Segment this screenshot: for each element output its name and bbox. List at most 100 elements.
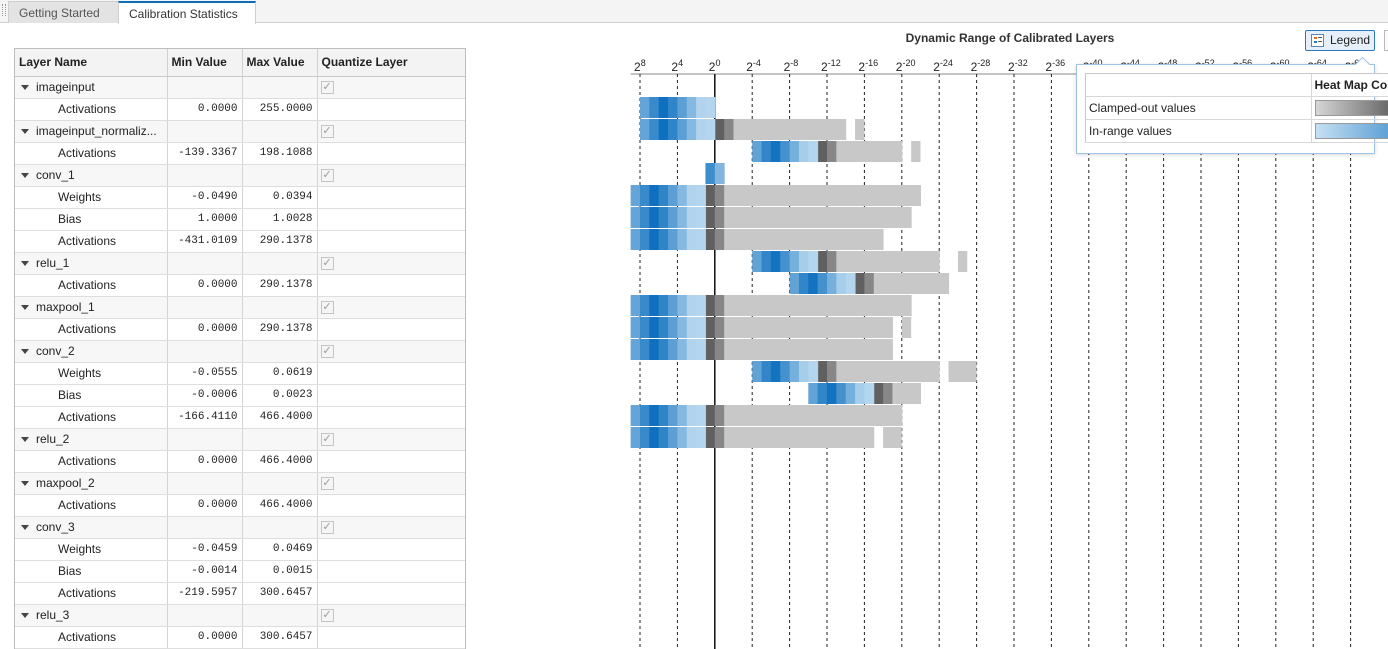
table-row-stat[interactable]: Activations -431.0109 290.1378 bbox=[15, 230, 465, 253]
inrange-cell bbox=[752, 141, 763, 162]
table-row-layer[interactable]: imageinput ✓ bbox=[15, 76, 465, 99]
table-row-stat[interactable]: Activations -166.4110 466.4000 bbox=[15, 406, 465, 429]
legend-button-label: Legend bbox=[1330, 33, 1371, 47]
quantize-checkbox[interactable]: ✓ bbox=[320, 81, 334, 95]
quantize-cell: ✓ bbox=[317, 120, 465, 143]
table-row-layer[interactable]: maxpool_1 ✓ bbox=[15, 296, 465, 319]
inrange-cell bbox=[686, 317, 697, 338]
stat-name-cell: Weights bbox=[15, 186, 168, 209]
inrange-cell bbox=[686, 229, 697, 250]
column-header-max-value[interactable]: Max Value bbox=[242, 49, 318, 77]
table-row-stat[interactable]: Activations -219.5957 300.6457 bbox=[15, 582, 465, 605]
table-row-stat[interactable]: Activations 0.0000 290.1378 bbox=[15, 318, 465, 341]
quantize-checkbox[interactable]: ✓ bbox=[320, 521, 334, 535]
clamped-cell bbox=[798, 405, 809, 426]
table-row-layer[interactable]: maxpool_2 ✓ bbox=[15, 472, 465, 495]
column-header-layer-name[interactable]: Layer Name bbox=[15, 49, 168, 77]
collapse-chevron-icon[interactable] bbox=[21, 613, 29, 619]
min-value-cell: 0.0000 bbox=[167, 626, 243, 649]
clamped-cell bbox=[780, 317, 791, 338]
inrange-cell bbox=[658, 339, 669, 360]
collapse-chevron-icon[interactable] bbox=[21, 173, 29, 179]
clamped-cell bbox=[742, 405, 753, 426]
clamped-cell bbox=[836, 295, 847, 316]
clamped-cell bbox=[780, 119, 791, 140]
column-header-min-value[interactable]: Min Value bbox=[167, 49, 243, 77]
table-row-stat[interactable]: Weights -0.0490 0.0394 bbox=[15, 186, 465, 209]
quantize-cell bbox=[317, 142, 465, 165]
column-header-quantize-layer[interactable]: Quantize Layer bbox=[317, 49, 465, 77]
quantize-checkbox[interactable]: ✓ bbox=[320, 257, 334, 271]
clamped-cell bbox=[827, 185, 837, 206]
clamped-cell bbox=[855, 361, 865, 382]
collapse-chevron-icon[interactable] bbox=[21, 525, 29, 531]
clamped-cell bbox=[724, 295, 734, 316]
collapse-chevron-icon[interactable] bbox=[21, 261, 29, 267]
inrange-cell bbox=[640, 405, 650, 426]
max-value-cell: 255.0000 bbox=[242, 98, 318, 121]
legend-button[interactable]: Legend bbox=[1305, 30, 1375, 51]
table-row-stat[interactable]: Activations 0.0000 290.1378 bbox=[15, 274, 465, 297]
clamped-cell-extra bbox=[948, 361, 977, 382]
table-row-stat[interactable]: Activations 0.0000 466.4000 bbox=[15, 494, 465, 517]
collapse-chevron-icon[interactable] bbox=[21, 481, 29, 487]
table-row-stat[interactable]: Weights -0.0555 0.0619 bbox=[15, 362, 465, 385]
collapse-chevron-icon[interactable] bbox=[21, 305, 29, 311]
table-row-layer[interactable]: relu_3 ✓ bbox=[15, 604, 465, 627]
tab-getting-started[interactable]: Getting Started bbox=[8, 1, 119, 23]
clamped-cell bbox=[752, 229, 763, 250]
quantize-checkbox[interactable]: ✓ bbox=[320, 345, 334, 359]
min-value-cell bbox=[167, 120, 243, 143]
table-row-stat[interactable]: Activations -139.3367 198.1088 bbox=[15, 142, 465, 165]
inrange-cell bbox=[817, 273, 828, 294]
clamped-cell bbox=[770, 119, 781, 140]
table-row-layer[interactable]: relu_2 ✓ bbox=[15, 428, 465, 451]
clamped-cell bbox=[705, 405, 716, 426]
clamped-cell bbox=[789, 339, 800, 360]
collapse-chevron-icon[interactable] bbox=[21, 437, 29, 443]
clamped-cell bbox=[733, 317, 744, 338]
tick-label: 2-24 bbox=[933, 58, 953, 74]
inrange-cell bbox=[677, 295, 688, 316]
table-row-stat[interactable]: Activations 0.0000 466.4000 bbox=[15, 450, 465, 473]
clamped-cell bbox=[873, 383, 884, 404]
table-row-stat[interactable]: Activations 0.0000 300.6457 bbox=[15, 626, 465, 649]
inrange-cell bbox=[649, 97, 660, 118]
table-row-stat[interactable]: Weights -0.0459 0.0469 bbox=[15, 538, 465, 561]
clamped-cell bbox=[892, 207, 903, 228]
inrange-cell bbox=[789, 251, 800, 272]
table-row-layer[interactable]: conv_2 ✓ bbox=[15, 340, 465, 363]
table-row-layer[interactable]: imageinput_normaliz... ✓ bbox=[15, 120, 465, 143]
max-value-cell bbox=[242, 76, 318, 99]
table-row-stat[interactable]: Activations 0.0000 255.0000 bbox=[15, 98, 465, 121]
max-value-cell: 0.0469 bbox=[242, 538, 318, 561]
inrange-cell bbox=[677, 427, 688, 448]
clamped-cell bbox=[817, 119, 828, 140]
clamped-cell bbox=[855, 141, 865, 162]
tab-calibration-statistics[interactable]: Calibration Statistics bbox=[118, 1, 256, 24]
quantize-checkbox[interactable]: ✓ bbox=[320, 301, 334, 315]
clamped-cell bbox=[742, 229, 753, 250]
clamped-cell bbox=[845, 207, 856, 228]
quantize-checkbox[interactable]: ✓ bbox=[320, 433, 334, 447]
table-row-layer[interactable]: conv_1 ✓ bbox=[15, 164, 465, 187]
table-row-layer[interactable]: conv_3 ✓ bbox=[15, 516, 465, 539]
clamped-cell bbox=[733, 229, 744, 250]
table-row-stat[interactable]: Bias 1.0000 1.0028 bbox=[15, 208, 465, 231]
quantize-checkbox[interactable]: ✓ bbox=[320, 169, 334, 183]
clamped-cell bbox=[789, 427, 800, 448]
table-row-stat[interactable]: Bias -0.0014 0.0015 bbox=[15, 560, 465, 583]
collapse-chevron-icon[interactable] bbox=[21, 349, 29, 355]
inrange-cell bbox=[640, 207, 650, 228]
quantize-checkbox[interactable]: ✓ bbox=[320, 609, 334, 623]
table-row-layer[interactable]: relu_1 ✓ bbox=[15, 252, 465, 275]
table-row-stat[interactable]: Bias -0.0006 0.0023 bbox=[15, 384, 465, 407]
tab-grip-handle[interactable] bbox=[2, 4, 6, 16]
min-value-cell bbox=[167, 428, 243, 451]
toolbar-next-button[interactable] bbox=[1384, 30, 1388, 51]
inrange-cell bbox=[640, 119, 650, 140]
collapse-chevron-icon[interactable] bbox=[21, 129, 29, 135]
quantize-checkbox[interactable]: ✓ bbox=[320, 477, 334, 491]
quantize-checkbox[interactable]: ✓ bbox=[320, 125, 334, 139]
collapse-chevron-icon[interactable] bbox=[21, 85, 29, 91]
